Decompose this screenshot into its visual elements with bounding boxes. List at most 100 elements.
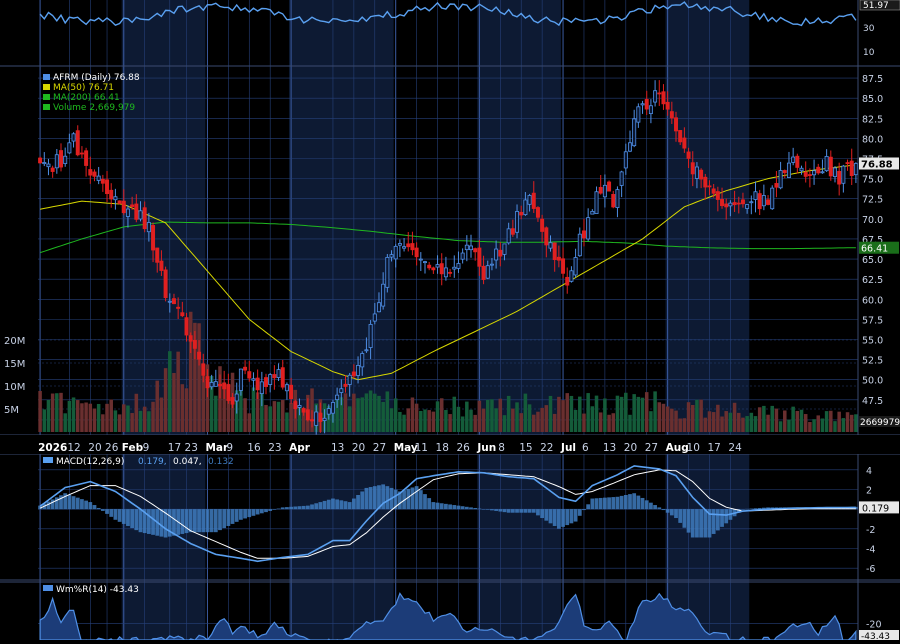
price-tick-label: 82.5 [862, 114, 883, 125]
candle-body [535, 207, 540, 218]
candle-body [322, 417, 327, 421]
candle-body [251, 378, 256, 381]
volume-bar [544, 405, 549, 432]
volume-bar [511, 408, 515, 432]
volume-bar [398, 411, 402, 432]
macd-histogram-bar [707, 509, 712, 538]
candle-body [498, 249, 503, 257]
volume-bar [364, 393, 369, 432]
macd-histogram-bar [230, 509, 235, 524]
macd-histogram-bar [628, 494, 632, 510]
candle-body [699, 169, 704, 180]
candle-body [740, 199, 745, 205]
volume-bar [373, 393, 377, 432]
volume-bar [473, 414, 477, 432]
candle-body [724, 203, 729, 208]
top-badge-box [859, 0, 900, 11]
candle-body [314, 411, 319, 426]
date-axis-label: 20 [88, 442, 101, 454]
candle-body [117, 200, 122, 204]
candle-body [791, 156, 796, 163]
volume-bars [38, 311, 858, 432]
volume-bar [707, 411, 712, 432]
candle-body [573, 257, 578, 276]
macd-histogram-bar [636, 495, 641, 510]
macd-histogram-bar [80, 499, 84, 510]
candle-body [71, 133, 76, 142]
candle-body [142, 207, 147, 230]
volume-bar [699, 399, 703, 432]
date-axis-label: Feb [122, 442, 144, 454]
macd-histogram-bar [669, 509, 674, 516]
macd-histogram-bar [88, 502, 93, 510]
macd-histogram-bar [456, 505, 461, 510]
candle-body [67, 142, 72, 154]
month-band [289, 0, 394, 640]
candle-body [770, 187, 775, 210]
top-badge-label: 51.97 [863, 1, 889, 11]
candle-body [611, 194, 616, 208]
volume-bar [335, 396, 339, 432]
volume-bar [854, 414, 858, 432]
date-axis-label: 27 [373, 442, 386, 454]
candle-body [720, 199, 725, 207]
volume-bar [205, 364, 210, 432]
volume-bar [347, 406, 352, 432]
candle-body [289, 384, 294, 400]
candle-body [443, 267, 448, 278]
candle-body [657, 92, 662, 95]
volume-bar [406, 408, 411, 432]
candle-body [812, 170, 817, 176]
candle-body [109, 189, 114, 200]
volume-bar [506, 395, 511, 432]
candle-body [422, 261, 427, 264]
macd-histogram-bar [661, 509, 666, 511]
candle-body [134, 203, 139, 220]
volume-bar [151, 401, 155, 432]
volume-bar [276, 401, 281, 432]
legend-swatch [43, 74, 50, 80]
macd-histogram-bar [448, 504, 452, 510]
macd-histogram-bar [552, 509, 557, 526]
candle-body [238, 368, 243, 391]
macd-histogram-bar [724, 509, 729, 524]
date-axis-label: 23 [268, 442, 281, 454]
macd-value-label: 0.047, [173, 457, 202, 467]
volume-bar [737, 412, 741, 432]
candle-body [753, 191, 758, 200]
candle-body [75, 130, 80, 156]
candle-body [782, 170, 787, 174]
candle-body [540, 218, 545, 232]
candle-body [640, 103, 645, 106]
date-axis-label: 20 [624, 442, 637, 454]
macd-histogram-bar [427, 498, 432, 510]
volume-bar [201, 364, 206, 432]
volume-bar [142, 406, 147, 432]
macd-histogram-bar [690, 509, 695, 538]
candle-body [176, 306, 181, 309]
candle-body [477, 247, 482, 267]
volume-bar [50, 393, 55, 432]
volume-bar [226, 383, 231, 432]
volume-bar [423, 409, 427, 432]
candle-body [368, 324, 373, 348]
macd-histogram-bar [393, 489, 398, 510]
legend-swatch [43, 84, 50, 90]
date-axis-label: 11 [415, 442, 428, 454]
macd-tick-label: 4 [866, 466, 872, 477]
date-axis-label: 23 [185, 442, 198, 454]
volume-bar [485, 399, 490, 432]
date-axis-label: Aug [666, 442, 689, 454]
macd-histogram-bar [218, 509, 222, 531]
candle-body [42, 162, 47, 165]
volume-bar [695, 399, 699, 432]
candle-body [502, 243, 507, 255]
candle-body [481, 265, 486, 280]
date-axis-label: 8 [498, 442, 505, 454]
macd-histogram-bar [377, 485, 381, 510]
volume-bar [682, 418, 687, 432]
macd-histogram-bar [510, 509, 515, 513]
